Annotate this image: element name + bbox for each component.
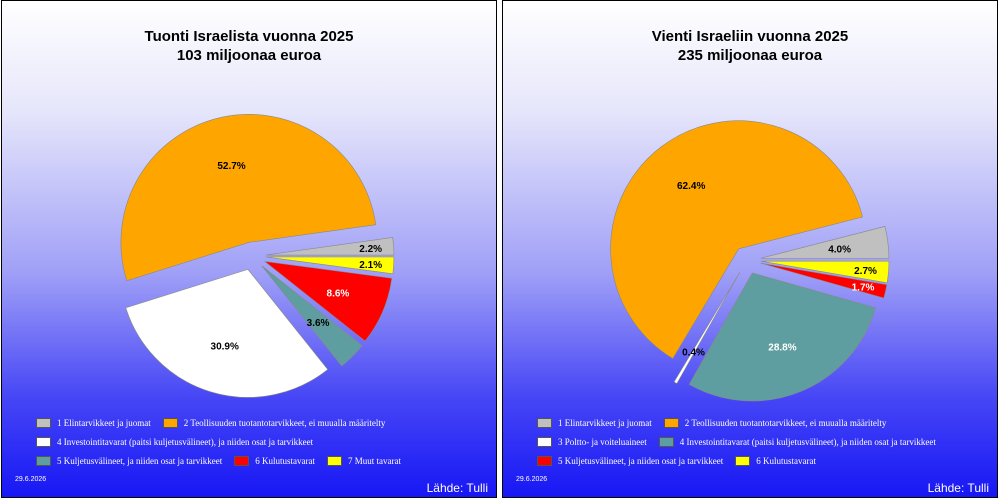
pie-slice bbox=[760, 262, 888, 299]
legend-label: 7 Muut tavarat bbox=[347, 455, 401, 466]
legend-label: 4 Investointitavarat (paitsi kuljetusväl… bbox=[679, 436, 936, 447]
legend-swatch bbox=[326, 455, 342, 466]
pie-slice bbox=[760, 260, 890, 284]
legend-item: 3 Poltto- ja voiteluaineet bbox=[537, 436, 647, 447]
legend-item: 7 Muut tavarat bbox=[326, 455, 401, 466]
legend-item: 6 Kulutustavarat bbox=[234, 455, 315, 466]
source-label: Lähde: Tulli bbox=[927, 481, 989, 495]
legend-swatch bbox=[36, 417, 51, 428]
import-legend: 1 Elintarvikkeet ja juomat 2 Teollisuuden… bbox=[36, 417, 486, 474]
legend-row: 5 Kuljetusvälineet, ja niiden osat ja ta… bbox=[537, 455, 987, 474]
chart-title: Vienti Israeliin vuonna 2025 235 miljoon… bbox=[503, 27, 997, 65]
legend-label: 5 Kuljetusvälineet, ja niiden osat ja ta… bbox=[558, 455, 724, 466]
legend-label: 6 Kulutustavarat bbox=[255, 455, 315, 466]
legend-item: 2 Teollisuuden tuotantotarvikkeet, ei mu… bbox=[162, 417, 386, 428]
legend-swatch bbox=[537, 436, 552, 447]
legend-label: 4 Investointitavarat (paitsi kuljetusväl… bbox=[57, 436, 314, 447]
slice-value-label: 8.6% bbox=[327, 289, 350, 300]
pie-slice bbox=[125, 269, 329, 398]
legend-row: 5 Kuljetusvälineet, ja niiden osat ja ta… bbox=[36, 455, 486, 474]
chart-title-line: Vienti Israeliin vuonna 2025 bbox=[651, 28, 849, 45]
pie-slice bbox=[688, 272, 876, 402]
import-pie-chart: 2.2% 52.7% 30.9% 3.6% 8.6% 2.1% bbox=[120, 114, 395, 398]
legend-row: 4 Investointitavarat (paitsi kuljetusväl… bbox=[36, 436, 486, 455]
chart-subtitle: 103 miljoonaa euroa bbox=[176, 47, 322, 64]
pie-slice bbox=[263, 261, 393, 342]
legend-swatch bbox=[36, 436, 51, 447]
pie-slice bbox=[265, 256, 395, 275]
export-chart-panel: Vienti Israeliin vuonna 2025 235 miljoon… bbox=[502, 0, 998, 498]
legend-row: 3 Poltto- ja voiteluaineet 4 Investointit… bbox=[537, 436, 987, 455]
legend-label: 2 Teollisuuden tuotantotarvikkeet, ei mu… bbox=[183, 417, 386, 428]
slice-value-label: 0.4% bbox=[682, 348, 705, 359]
legend-swatch bbox=[234, 455, 250, 466]
pie-slice bbox=[610, 120, 863, 359]
legend-label: 1 Elintarvikkeet ja juomat bbox=[57, 417, 151, 428]
legend-swatch bbox=[537, 455, 552, 466]
legend-swatch bbox=[735, 455, 751, 466]
slice-value-label: 2.7% bbox=[854, 266, 877, 277]
date-stamp: 29.6.2026 bbox=[516, 476, 548, 483]
import-chart-panel: Tuonti Israelista vuonna 2025 103 miljoo… bbox=[1, 0, 497, 498]
chart-title: Tuonti Israelista vuonna 2025 103 miljoo… bbox=[2, 27, 496, 65]
source-label: Lähde: Tulli bbox=[426, 481, 488, 495]
legend-label: 6 Kulutustavarat bbox=[756, 455, 816, 466]
slice-value-label: 62.4% bbox=[677, 181, 705, 192]
legend-swatch bbox=[537, 417, 552, 428]
chart-title-line: Tuonti Israelista vuonna 2025 bbox=[144, 28, 354, 45]
pie-slice bbox=[673, 271, 741, 384]
legend-item: 1 Elintarvikkeet ja juomat bbox=[36, 417, 151, 428]
slice-value-label: 1.7% bbox=[852, 282, 875, 293]
legend-item: 6 Kulutustavarat bbox=[735, 455, 816, 466]
export-pie-chart: 4.0% 62.4% 0.4% 28.8% 1.7% 2.7% bbox=[610, 120, 890, 402]
slice-value-label: 4.0% bbox=[828, 244, 851, 255]
legend-swatch bbox=[36, 455, 51, 466]
legend-label: 5 Kuljetusvälineet, ja niiden osat ja ta… bbox=[57, 455, 223, 466]
legend-item: 4 Investointitavarat (paitsi kuljetusväl… bbox=[36, 436, 313, 447]
legend-item: 5 Kuljetusvälineet, ja niiden osat ja ta… bbox=[36, 455, 222, 466]
legend-item: 4 Investointitavarat (paitsi kuljetusväl… bbox=[658, 436, 936, 447]
slice-value-label: 2.1% bbox=[359, 260, 382, 271]
pie-slice bbox=[265, 237, 395, 256]
slice-value-label: 28.8% bbox=[768, 342, 796, 353]
slice-value-label: 52.7% bbox=[217, 161, 245, 172]
slice-value-label: 2.2% bbox=[359, 244, 382, 255]
legend-item: 5 Kuljetusvälineet, ja niiden osat ja ta… bbox=[537, 455, 723, 466]
slice-value-label: 3.6% bbox=[307, 318, 330, 329]
legend-swatch bbox=[658, 436, 674, 447]
chart-subtitle: 235 miljoonaa euroa bbox=[677, 47, 823, 64]
pie-slice bbox=[261, 265, 363, 367]
legend-row: 1 Elintarvikkeet ja juomat 2 Teollisuuden… bbox=[36, 417, 486, 436]
legend-swatch bbox=[663, 417, 679, 428]
date-stamp: 29.6.2026 bbox=[15, 476, 47, 483]
legend-label: 3 Poltto- ja voiteluaineet bbox=[558, 436, 647, 447]
pie-slice bbox=[120, 114, 377, 282]
legend-item: 1 Elintarvikkeet ja juomat bbox=[537, 417, 652, 428]
legend-swatch bbox=[162, 417, 178, 428]
legend-item: 2 Teollisuuden tuotantotarvikkeet, ei mu… bbox=[663, 417, 887, 428]
export-legend: 1 Elintarvikkeet ja juomat 2 Teollisuuden… bbox=[537, 417, 987, 474]
legend-label: 1 Elintarvikkeet ja juomat bbox=[558, 417, 652, 428]
legend-label: 2 Teollisuuden tuotantotarvikkeet, ei mu… bbox=[684, 417, 887, 428]
legend-row: 1 Elintarvikkeet ja juomat 2 Teollisuuden… bbox=[537, 417, 987, 436]
slice-value-label: 30.9% bbox=[211, 341, 239, 352]
pie-slice bbox=[760, 226, 890, 259]
